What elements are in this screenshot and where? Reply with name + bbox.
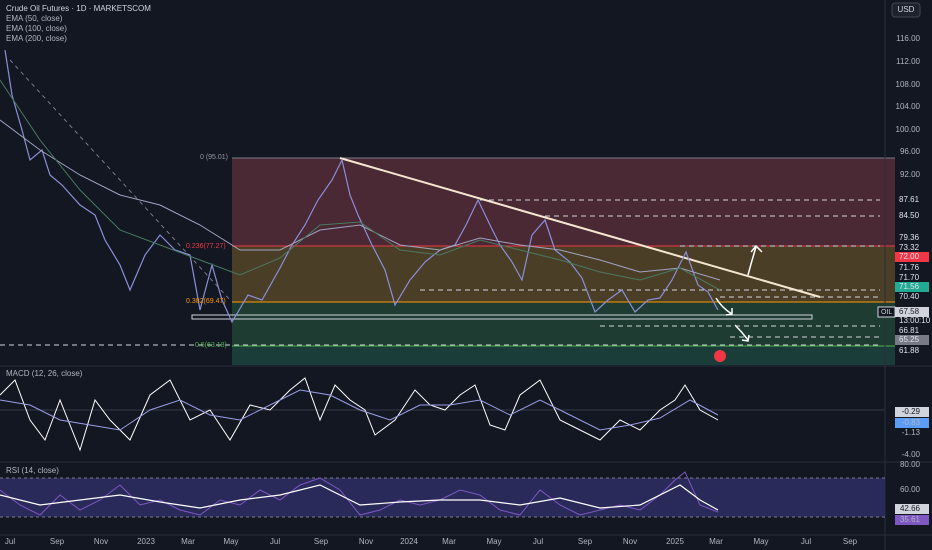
macd-line (0, 377, 719, 452)
price-badge-text: 73.32 (899, 243, 920, 252)
currency: USD (898, 5, 915, 14)
indicator-label: EMA (200, close) (6, 34, 67, 43)
event-icon[interactable] (714, 350, 726, 362)
x-tick: Mar (181, 537, 195, 546)
rsi-title: RSI (14, close) (6, 466, 59, 475)
chart-title: Crude Oil Futures · 1D · MARKETSCOM (6, 4, 151, 13)
x-tick: 2024 (400, 537, 418, 546)
macd-tick: -0.83 (902, 418, 921, 427)
x-tick: Sep (314, 537, 329, 546)
fib-label: 0.236(77.27) (186, 243, 226, 250)
price-tick: 96.00 (900, 147, 921, 156)
rsi-tick: 42.66 (900, 504, 921, 513)
price-badge-text: 13:00:10 (899, 316, 931, 325)
x-tick: May (753, 537, 768, 546)
indicator-label: EMA (50, close) (6, 14, 63, 23)
fib-zone-orange (232, 246, 895, 302)
fib-zone-green (232, 302, 895, 346)
ema-line (0, 119, 721, 281)
price-badge-text: 79.36 (899, 233, 920, 242)
price-tick: 92.00 (900, 170, 921, 179)
rsi-tick: 60.00 (900, 485, 921, 494)
x-tick: Jul (801, 537, 811, 546)
dashed-levels (0, 199, 880, 346)
fib-label: 0 (95.01) (200, 154, 228, 161)
x-tick: Jul (533, 537, 543, 546)
price-badge-text: 71.56 (899, 282, 920, 291)
price-badge (895, 252, 929, 262)
x-tick: Mar (709, 537, 723, 546)
price-badge-text: 70.40 (899, 292, 920, 301)
macd-badge (895, 407, 929, 417)
price-tick: 104.00 (896, 102, 921, 111)
arrows (715, 244, 763, 342)
x-tick: Sep (50, 537, 65, 546)
x-tick: Jul (270, 537, 280, 546)
price-badge (895, 307, 929, 317)
price-badge-text: 61.88 (899, 346, 920, 355)
fib-label: 0.382(69.47) (186, 298, 226, 305)
price-badge (895, 335, 929, 345)
rsi-badge (895, 504, 929, 514)
price-badge-text: 71.76 (899, 263, 920, 272)
x-tick: 2023 (137, 537, 155, 546)
rsi-tick: 80.00 (900, 460, 921, 469)
x-tick: Nov (623, 537, 637, 546)
symbol: OIL (881, 309, 892, 316)
currency-button[interactable] (891, 2, 921, 18)
trend-line (339, 157, 821, 298)
x-tick: May (486, 537, 501, 546)
fib-zone-red (232, 158, 895, 246)
x-tick: Sep (578, 537, 593, 546)
price-badge-text: 66.81 (899, 326, 920, 335)
price-tick: 112.00 (896, 57, 920, 66)
x-tick: Sep (843, 537, 858, 546)
price-badge-text: 84.50 (899, 211, 920, 220)
x-tick: Nov (94, 537, 108, 546)
price-badge-text: 71.70 (899, 273, 920, 282)
x-tick: May (223, 537, 238, 546)
macd-tick: -1.13 (902, 428, 921, 437)
price-tick: 116.00 (896, 34, 920, 43)
rsi-tick: 35.61 (900, 515, 921, 524)
price-path (4, 49, 719, 324)
price-badge (895, 282, 929, 292)
macd-tick: -0.29 (902, 407, 921, 416)
rsi-badge (895, 515, 929, 525)
trend-line-old (9, 59, 231, 301)
x-tick: 2025 (666, 537, 684, 546)
macd-title: MACD (12, 26, close) (6, 369, 83, 378)
fib-label: 0.5(63.18) (195, 342, 227, 349)
price-badge-text: 87.61 (899, 195, 920, 204)
fib-zone-teal (232, 346, 895, 365)
price-badge-text: 65.25 (899, 335, 920, 344)
price-tick: 100.00 (896, 125, 921, 134)
price-tick: 108.00 (896, 80, 921, 89)
support-box (191, 314, 813, 320)
price-badge-text: 67.58 (899, 307, 920, 316)
rsi-band (0, 478, 885, 517)
x-tick: Jul (5, 537, 15, 546)
macd-tick: -4.00 (902, 450, 921, 459)
x-tick: Nov (359, 537, 373, 546)
rsi-ma (0, 484, 719, 511)
rsi-line (0, 471, 719, 516)
indicator-label: EMA (100, close) (6, 24, 67, 33)
price-badge-text: 72.00 (899, 252, 920, 261)
symbol-badge (877, 306, 896, 318)
signal-line (0, 389, 719, 431)
x-tick: Mar (442, 537, 456, 546)
ema-line (0, 79, 721, 291)
macd-badge (895, 418, 929, 428)
